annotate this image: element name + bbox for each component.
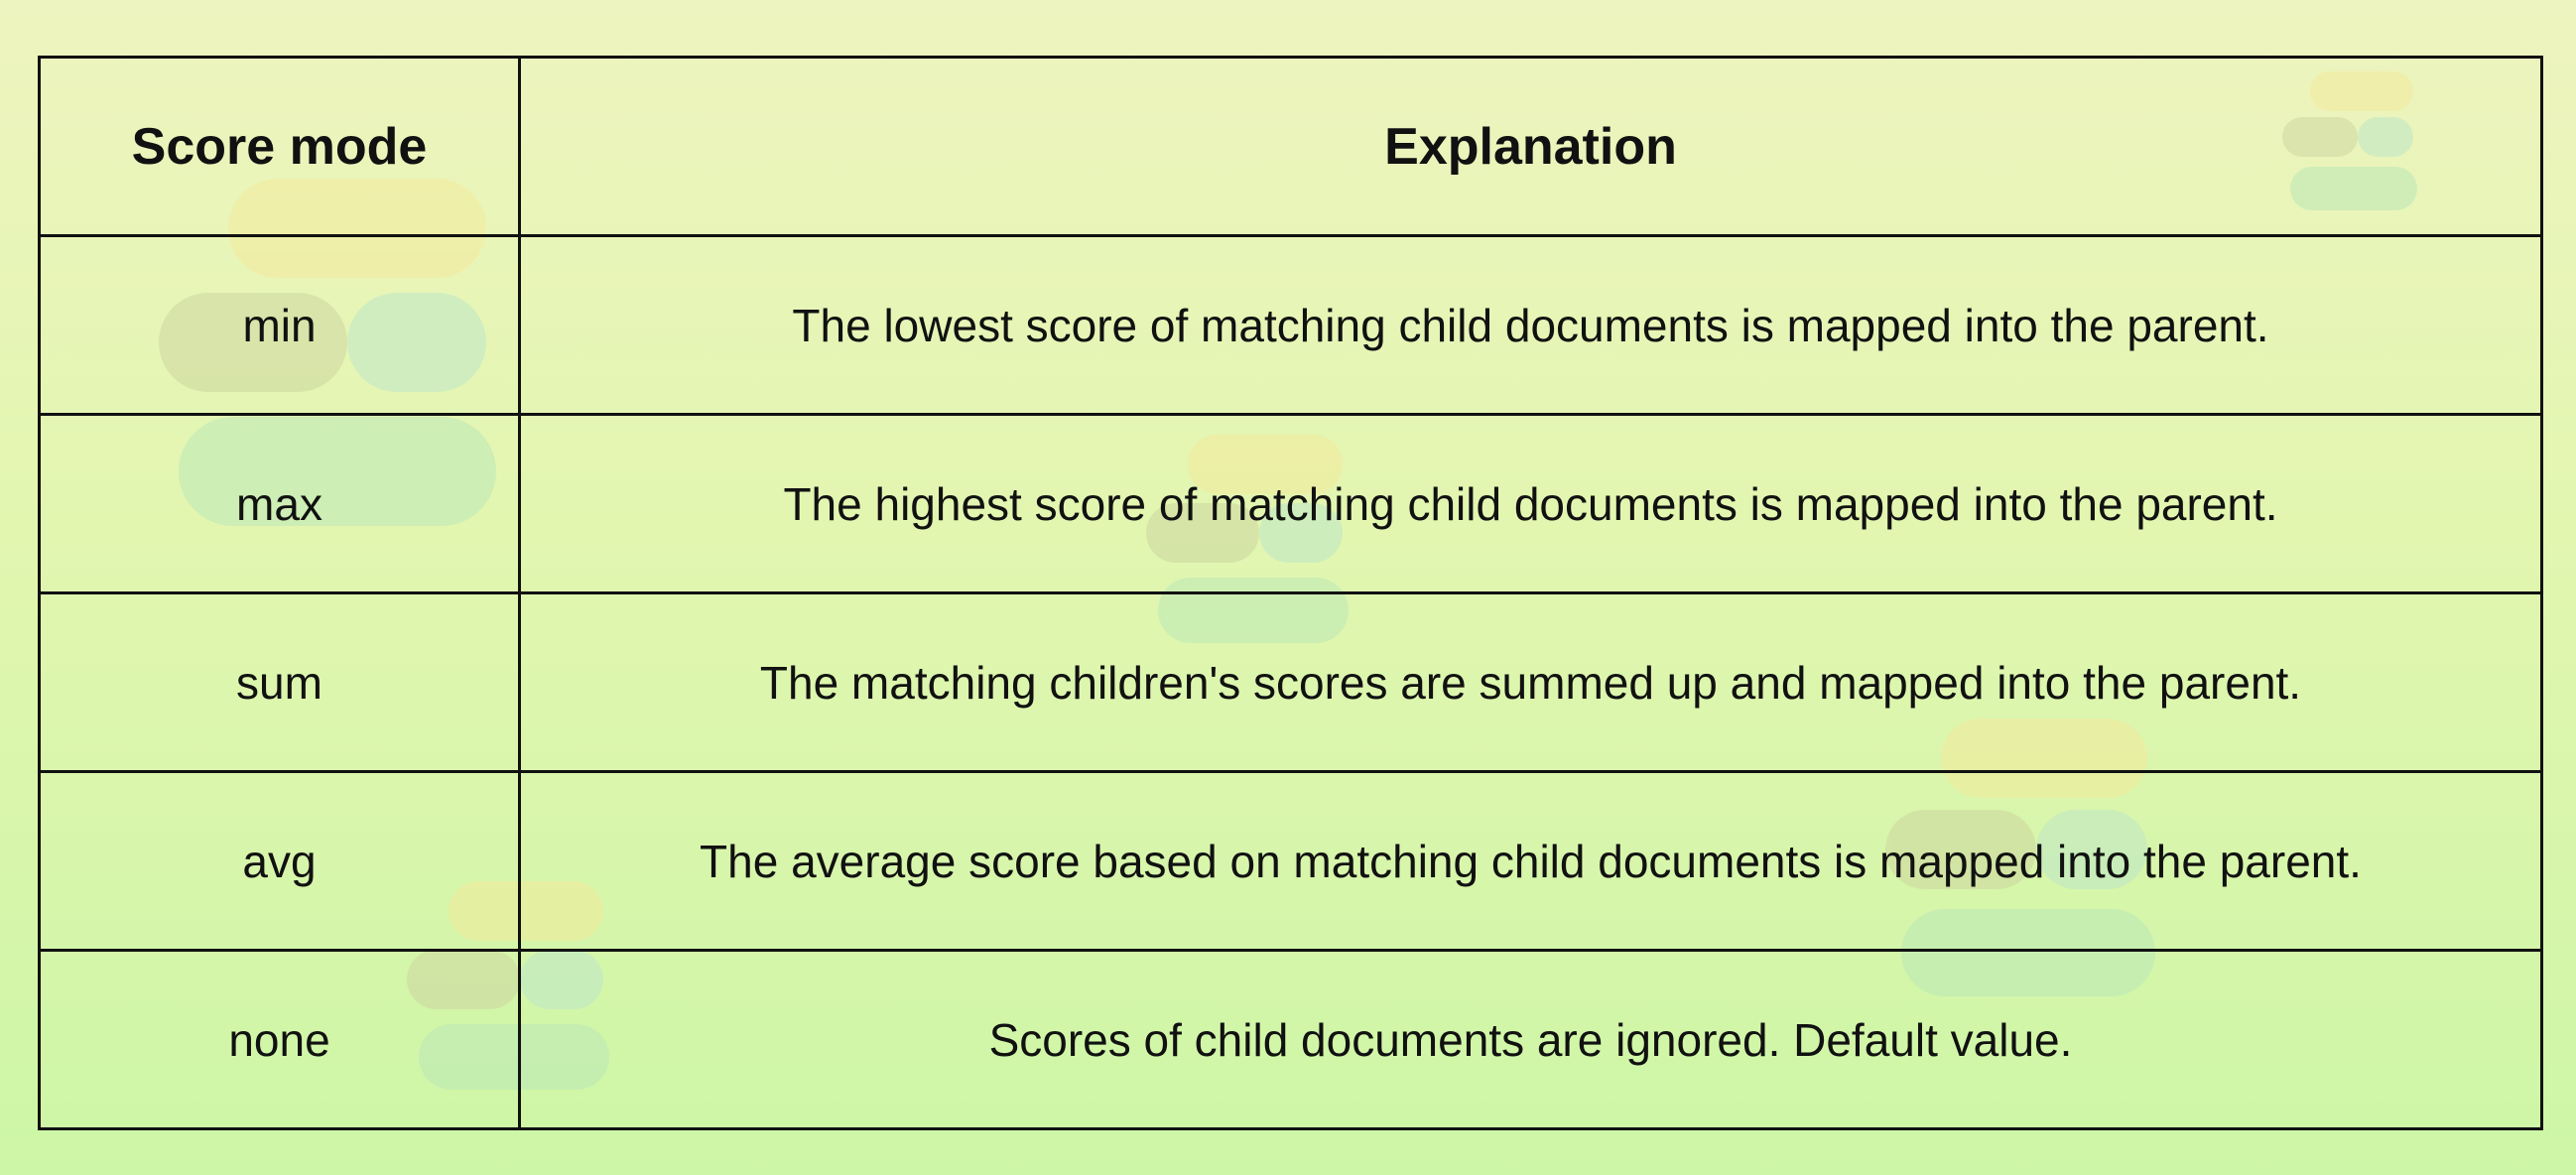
score-mode-cell: max: [38, 413, 521, 594]
score-mode-table-container: Score mode Explanation min The lowest sc…: [38, 56, 2543, 1130]
score-mode-table: Score mode Explanation min The lowest sc…: [38, 56, 2543, 1130]
column-header-explanation: Explanation: [518, 56, 2543, 237]
explanation-cell: The matching children's scores are summe…: [518, 591, 2543, 773]
explanation-cell: Scores of child documents are ignored. D…: [518, 949, 2543, 1130]
explanation-cell: The highest score of matching child docu…: [518, 413, 2543, 594]
table-row: min The lowest score of matching child d…: [38, 234, 2543, 416]
score-mode-cell: min: [38, 234, 521, 416]
table-row: sum The matching children's scores are s…: [38, 591, 2543, 773]
column-header-score-mode: Score mode: [38, 56, 521, 237]
explanation-cell: The lowest score of matching child docum…: [518, 234, 2543, 416]
score-mode-cell: none: [38, 949, 521, 1130]
table-header-row: Score mode Explanation: [38, 56, 2543, 237]
table-row: max The highest score of matching child …: [38, 413, 2543, 594]
score-mode-cell: avg: [38, 770, 521, 952]
table-row: none Scores of child documents are ignor…: [38, 949, 2543, 1130]
table-row: avg The average score based on matching …: [38, 770, 2543, 952]
explanation-cell: The average score based on matching chil…: [518, 770, 2543, 952]
score-mode-cell: sum: [38, 591, 521, 773]
